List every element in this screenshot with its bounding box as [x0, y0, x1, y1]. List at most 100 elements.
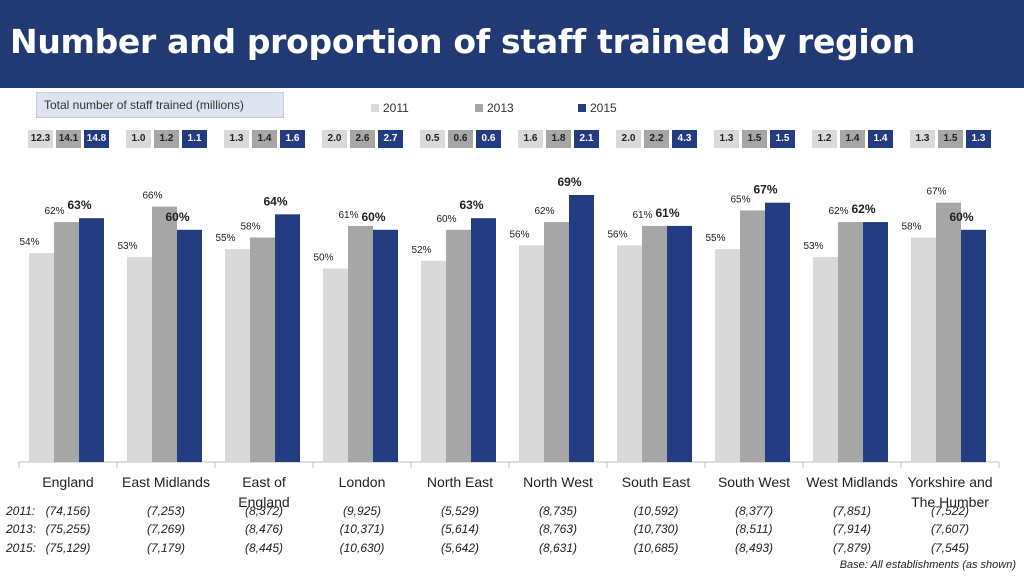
base-size-south-west-2013: (8,511) [735, 522, 773, 536]
bar-north-east-2013 [446, 229, 471, 462]
base-size-west-midlands-2011: (7,851) [832, 504, 872, 518]
base-size-north-east-2013: (5,614) [440, 522, 480, 536]
base-size-london-2013: (10,371) [339, 522, 385, 536]
legend-swatch-2011 [371, 104, 379, 112]
data-label-east-midlands-2015: 60% [165, 210, 189, 224]
total-east-midlands-2015: 1.1 [182, 130, 207, 148]
total-north-east-2011: 0.5 [420, 130, 445, 148]
legend-swatch-2015 [578, 104, 586, 112]
total-north-west-2015: 2.1 [574, 130, 599, 148]
total-west-midlands-2013: 1.4 [840, 130, 865, 148]
data-label-south-east-2015: 61% [655, 206, 679, 220]
data-label-south-west-2011: 55% [705, 233, 725, 244]
legend-item-2011: 2011 [371, 101, 409, 115]
bar-west-midlands-2013 [838, 222, 863, 462]
bar-england-2015 [79, 218, 104, 462]
total-yorkshire-and-the-humber-2015: 1.3 [966, 130, 991, 148]
bar-east-midlands-2015 [177, 229, 202, 462]
base-size-north-west-2013: (8,763) [538, 522, 578, 536]
category-label-east-of-england: East of England [238, 474, 290, 510]
totals-label: Total number of staff trained (millions) [36, 92, 284, 118]
bar-london-2011 [323, 268, 348, 462]
category-label-east-midlands: East Midlands [122, 474, 210, 490]
total-yorkshire-and-the-humber-2011: 1.3 [910, 130, 935, 148]
base-size-south-east-2015: (10,685) [633, 541, 679, 555]
data-label-london-2015: 60% [361, 210, 385, 224]
category-label-london: London [338, 474, 386, 490]
bar-south-west-2015 [765, 202, 790, 462]
base-row-label-2011: 2011: [6, 504, 36, 518]
category-label-yorkshire-and-the-humber: Yorkshire and The Humber [907, 474, 993, 510]
bar-north-west-2015 [569, 194, 594, 462]
total-east-of-england-2013: 1.4 [252, 130, 277, 148]
footnote: Base: All establishments (as shown) [839, 559, 1016, 571]
base-size-north-west-2011: (8,735) [538, 504, 578, 518]
bar-north-east-2011 [421, 260, 446, 462]
data-label-england-2015: 63% [67, 198, 91, 212]
bar-yorkshire-and-the-humber-2013 [936, 202, 961, 462]
total-england-2015: 14.8 [84, 130, 109, 148]
total-london-2013: 2.6 [350, 130, 375, 148]
total-east-of-england-2011: 1.3 [224, 130, 249, 148]
data-label-east-of-england-2015: 64% [263, 194, 287, 208]
data-label-south-west-2013: 65% [730, 194, 750, 205]
data-label-north-east-2015: 63% [459, 198, 483, 212]
base-size-yorkshire-and-the-humber-2015: (7,545) [930, 541, 970, 555]
bar-south-east-2011 [617, 245, 642, 462]
legend-label-2011: 2011 [383, 101, 409, 115]
base-size-london-2011: (9,925) [342, 504, 382, 518]
data-label-north-east-2013: 60% [436, 214, 456, 225]
bar-south-west-2013 [740, 210, 765, 462]
data-label-north-west-2013: 62% [534, 206, 554, 217]
base-size-south-east-2013: (10,730) [633, 522, 679, 536]
bar-north-east-2015 [471, 218, 496, 462]
total-london-2015: 2.7 [378, 130, 403, 148]
base-size-east-midlands-2011: (7,253) [146, 504, 186, 518]
total-yorkshire-and-the-humber-2013: 1.5 [938, 130, 963, 148]
total-england-2013: 14.1 [56, 130, 81, 148]
category-label-south-east: South East [621, 474, 691, 490]
data-label-east-midlands-2013: 66% [142, 191, 162, 202]
total-south-east-2015: 4.3 [672, 130, 697, 148]
base-size-east-of-england-2015: (8,445) [244, 541, 284, 555]
total-south-west-2011: 1.3 [714, 130, 739, 148]
total-east-midlands-2011: 1.0 [126, 130, 151, 148]
data-label-england-2013: 62% [44, 206, 64, 217]
category-label-england: England [42, 474, 94, 490]
base-size-london-2015: (10,630) [339, 541, 385, 555]
bar-east-of-england-2011 [225, 249, 250, 462]
data-label-yorkshire-and-the-humber-2015: 60% [949, 210, 973, 224]
total-west-midlands-2015: 1.4 [868, 130, 893, 148]
data-label-north-east-2011: 52% [411, 245, 431, 256]
data-label-west-midlands-2015: 62% [851, 202, 875, 216]
total-west-midlands-2011: 1.2 [812, 130, 837, 148]
base-size-south-west-2011: (8,377) [734, 504, 774, 518]
bar-south-east-2013 [642, 225, 667, 462]
bar-london-2015 [373, 229, 398, 462]
data-label-east-midlands-2011: 53% [117, 241, 137, 252]
data-label-north-west-2015: 69% [557, 175, 581, 189]
data-label-east-of-england-2013: 58% [240, 222, 260, 233]
base-size-west-midlands-2015: (7,879) [832, 541, 872, 555]
total-north-east-2015: 0.6 [476, 130, 501, 148]
total-south-west-2013: 1.5 [742, 130, 767, 148]
legend-swatch-2013 [475, 104, 483, 112]
bar-east-of-england-2013 [250, 237, 275, 462]
base-size-north-west-2015: (8,631) [538, 541, 578, 555]
total-south-east-2013: 2.2 [644, 130, 669, 148]
base-size-yorkshire-and-the-humber-2011: (7,522) [930, 504, 970, 518]
bar-north-west-2011 [519, 245, 544, 462]
data-label-west-midlands-2011: 53% [803, 241, 823, 252]
category-label-south-west: South West [717, 474, 791, 490]
base-size-south-west-2015: (8,493) [734, 541, 774, 555]
total-london-2011: 2.0 [322, 130, 347, 148]
legend-item-2013: 2013 [475, 101, 514, 115]
bar-north-west-2013 [544, 222, 569, 462]
base-size-east-midlands-2013: (7,269) [146, 522, 186, 536]
total-east-of-england-2015: 1.6 [280, 130, 305, 148]
base-size-england-2011: (74,156) [45, 504, 91, 518]
base-size-south-east-2011: (10,592) [633, 504, 679, 518]
bar-west-midlands-2011 [813, 256, 838, 462]
legend-label-2015: 2015 [590, 101, 617, 115]
